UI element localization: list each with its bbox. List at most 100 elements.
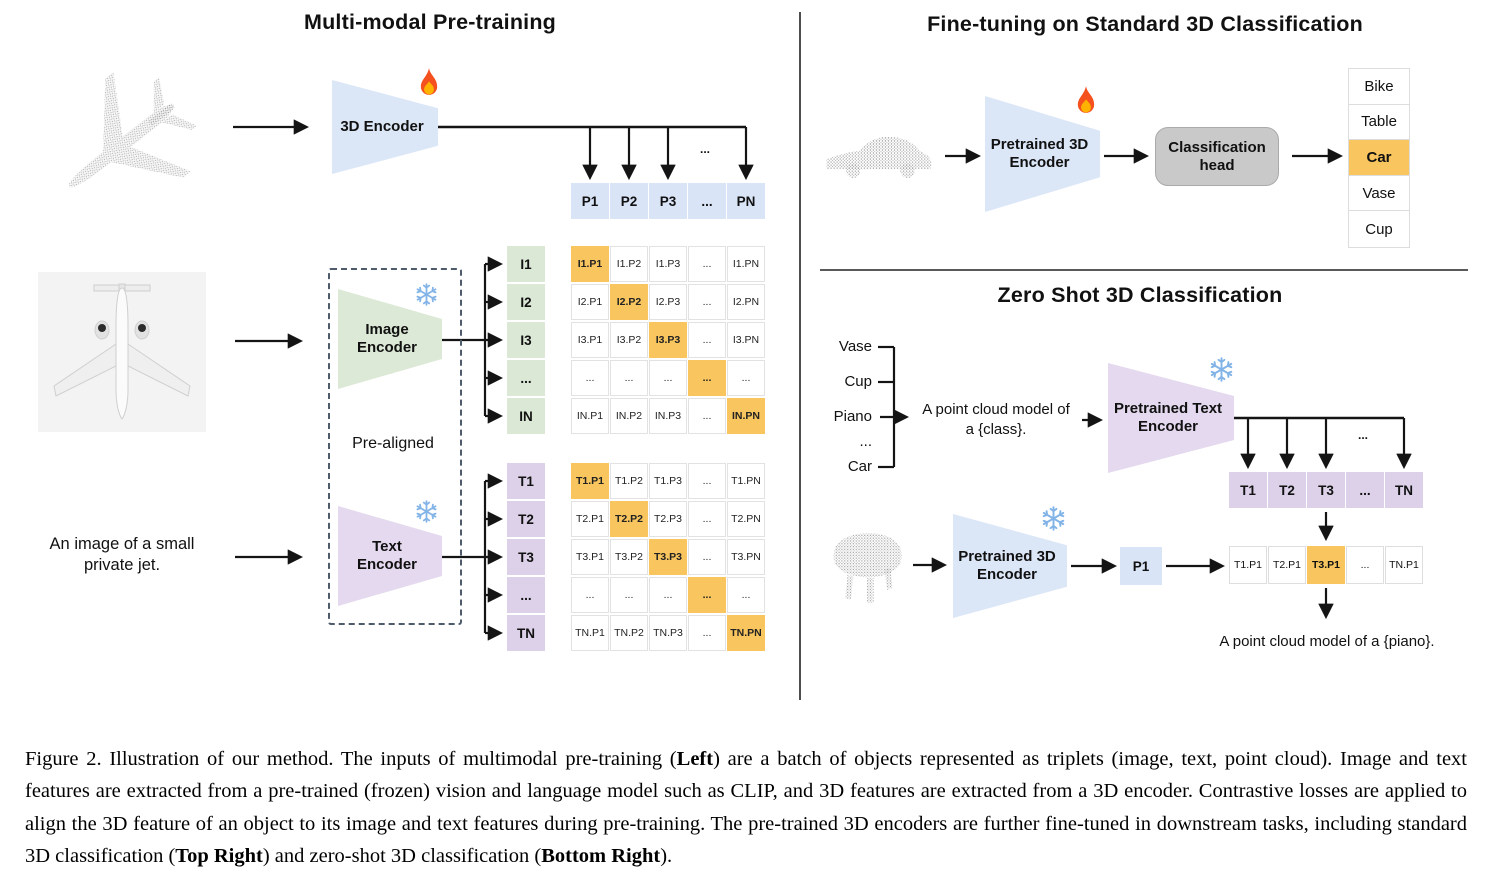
matrix-cell: ... <box>688 322 726 358</box>
matrix-cell: I1.P3 <box>649 246 687 282</box>
snowflake-icon <box>1209 357 1234 382</box>
snowflake-icon <box>415 283 438 306</box>
airplane-point-cloud <box>68 72 197 188</box>
similarity-cell: T2.P1 <box>1268 546 1306 584</box>
class-prediction-item: Vase <box>1349 176 1409 212</box>
caption-segment: Figure 2. Illustration of our method. Th… <box>25 747 677 770</box>
matrix-cell: I3.PN <box>727 322 765 358</box>
zeroshot-result-text: A point cloud model of a {piano}. <box>1219 633 1435 650</box>
image-feature-cell: I1 <box>507 246 545 282</box>
p-cell: P1 <box>571 183 609 219</box>
matrix-cell: ... <box>688 360 726 396</box>
ellipsis-p-fan: ... <box>699 142 710 156</box>
p1-feature-box: P1 <box>1120 547 1162 585</box>
matrix-cell: TN.PN <box>727 615 765 651</box>
matrix-cell: T1.P2 <box>610 463 648 499</box>
flame-icon <box>1077 86 1095 113</box>
matrix-cell: I2.P2 <box>610 284 648 320</box>
matrix-cell: ... <box>688 398 726 434</box>
text-feature-cell: T3 <box>507 539 545 575</box>
p-cell: ... <box>688 183 726 219</box>
t-cell: T3 <box>1307 472 1345 508</box>
pretraining-title: Multi-modal Pre-training <box>303 10 557 34</box>
matrix-cell: T2.P3 <box>649 501 687 537</box>
text-feature-cell: T1 <box>507 463 545 499</box>
zeroshot-class-option: Vase <box>838 338 872 355</box>
matrix-cell: T1.P1 <box>571 463 609 499</box>
encoder-3d-label: 3D Encoder <box>340 118 424 135</box>
text-encoder-label: Text Encoder <box>356 538 417 573</box>
matrix-cell: ... <box>571 360 609 396</box>
jet-text-line1: An image of a small <box>49 535 195 553</box>
caption-segment: ) are a batch of objects represented as … <box>25 747 1467 868</box>
p-cell: PN <box>727 183 765 219</box>
class-prediction-item: Bike <box>1349 69 1409 105</box>
matrix-cell: ... <box>688 615 726 651</box>
similarity-cell: T1.P1 <box>1229 546 1267 584</box>
zeroshot-similarity-row: T1.P1 T2.P1 T3.P1... TN.P1 <box>1229 546 1423 584</box>
matrix-cell: ... <box>688 539 726 575</box>
matrix-cell: IN.PN <box>727 398 765 434</box>
pretrained-3d-encoder-finetune-label: Pretrained 3D Encoder <box>990 136 1089 171</box>
matrix-cell: ... <box>688 501 726 537</box>
caption-segment: Left <box>676 747 714 770</box>
matrix-cell: T1.P3 <box>649 463 687 499</box>
image-feature-cell: IN <box>507 398 545 434</box>
matrix-cell: ... <box>727 360 765 396</box>
p-feature-row: P1 P2 P3... PN <box>571 183 765 219</box>
classification-head: Classification head <box>1155 127 1279 186</box>
matrix-cell: I1.P2 <box>610 246 648 282</box>
matrix-cell: TN.P3 <box>649 615 687 651</box>
ellipsis-t-fan: ... <box>1357 428 1368 442</box>
matrix-cell: T3.P1 <box>571 539 609 575</box>
image-feature-cell: ... <box>507 360 545 396</box>
prompt-line1: A point cloud model of <box>922 401 1070 418</box>
zeroshot-class-option: Car <box>847 458 872 475</box>
matrix-cell: ... <box>610 360 648 396</box>
matrix-cell: TN.P2 <box>610 615 648 651</box>
car-point-cloud <box>826 136 932 178</box>
matrix-cell: I2.PN <box>727 284 765 320</box>
p-cell: P3 <box>649 183 687 219</box>
caption-segment: ). <box>660 845 673 867</box>
caption-segment: ) and zero-shot 3D classification ( <box>262 845 542 867</box>
matrix-cell: TN.P1 <box>571 615 609 651</box>
t-cell: TN <box>1385 472 1423 508</box>
p-cell: P2 <box>610 183 648 219</box>
matrix-cell: I1.PN <box>727 246 765 282</box>
matrix-cell: ... <box>649 360 687 396</box>
t-cell: T2 <box>1268 472 1306 508</box>
zeroshot-class-option: Cup <box>844 373 872 390</box>
caption-segment: Bottom Right <box>541 845 661 867</box>
matrix-cell: I3.P3 <box>649 322 687 358</box>
image-similarity-matrix: I1.P1 I1.P2 I1.P3... I1.PN I2.P1 I2.P2 I2.P3..… <box>571 246 765 434</box>
prealigned-label: Pre-aligned <box>352 435 434 452</box>
class-prediction-item: Table <box>1349 105 1409 141</box>
t-cell: ... <box>1346 472 1384 508</box>
t-cell: T1 <box>1229 472 1267 508</box>
text-feature-labels: T1 T2 T3... TN <box>507 463 545 651</box>
snowflake-icon <box>1041 506 1066 531</box>
snowflake-icon <box>415 500 438 523</box>
zeroshot-class-options: Vase Cup Piano... Car <box>816 337 872 492</box>
flame-icon <box>420 68 438 95</box>
zeroshot-class-option: Piano <box>833 408 872 425</box>
jet-text-line2: private jet. <box>83 556 161 574</box>
matrix-cell: ... <box>688 577 726 613</box>
jet-image <box>38 272 206 432</box>
matrix-cell: ... <box>688 284 726 320</box>
text-similarity-matrix: T1.P1 T1.P2 T1.P3... T1.PN T2.P1 T2.P2 T2.P3..… <box>571 463 765 651</box>
matrix-cell: T2.P2 <box>610 501 648 537</box>
prompt-template: A point cloud model of a {class}. <box>908 400 1084 440</box>
matrix-cell: IN.P1 <box>571 398 609 434</box>
text-feature-cell: TN <box>507 615 545 651</box>
prealigned-box <box>328 268 462 625</box>
t-feature-row: T1 T2 T3... TN <box>1229 472 1423 508</box>
zeroshot-title: Zero Shot 3D Classification <box>997 283 1283 307</box>
matrix-cell: I1.P1 <box>571 246 609 282</box>
similarity-cell: ... <box>1346 546 1384 584</box>
matrix-cell: I2.P3 <box>649 284 687 320</box>
class-prediction-item: Car <box>1349 140 1409 176</box>
classification-head-label: Classification head <box>1168 138 1266 174</box>
matrix-cell: ... <box>727 577 765 613</box>
